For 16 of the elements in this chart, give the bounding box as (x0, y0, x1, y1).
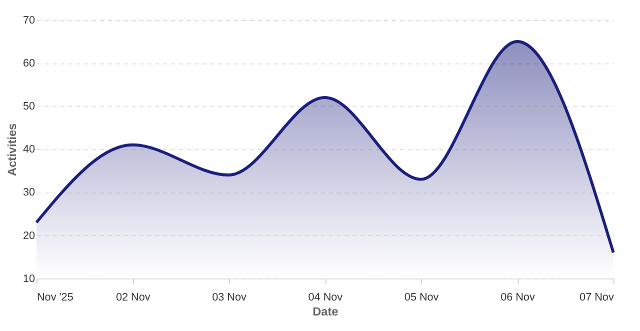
x-tick-label: 07 Nov (580, 292, 614, 304)
y-tick-label: 30 (22, 186, 36, 199)
x-tick-label: 05 Nov (404, 292, 440, 304)
y-tick-label: 70 (22, 14, 36, 26)
y-tick-label: 10 (22, 272, 36, 285)
x-tick-label: 04 Nov (308, 292, 344, 304)
x-tick-label: 02 Nov (116, 292, 151, 304)
y-tick-label: 40 (22, 144, 36, 156)
x-tick-label: 03 Nov (212, 292, 248, 304)
y-tick-label: 20 (22, 230, 36, 242)
y-tick-label: 50 (22, 100, 36, 113)
y-axis-title: Activities (5, 122, 20, 176)
x-axis-title: Date (312, 304, 339, 318)
x-tick-label: Nov '25 (36, 292, 74, 304)
x-tick-label: 06 Nov (500, 292, 536, 304)
y-tick-label: 60 (22, 58, 36, 70)
